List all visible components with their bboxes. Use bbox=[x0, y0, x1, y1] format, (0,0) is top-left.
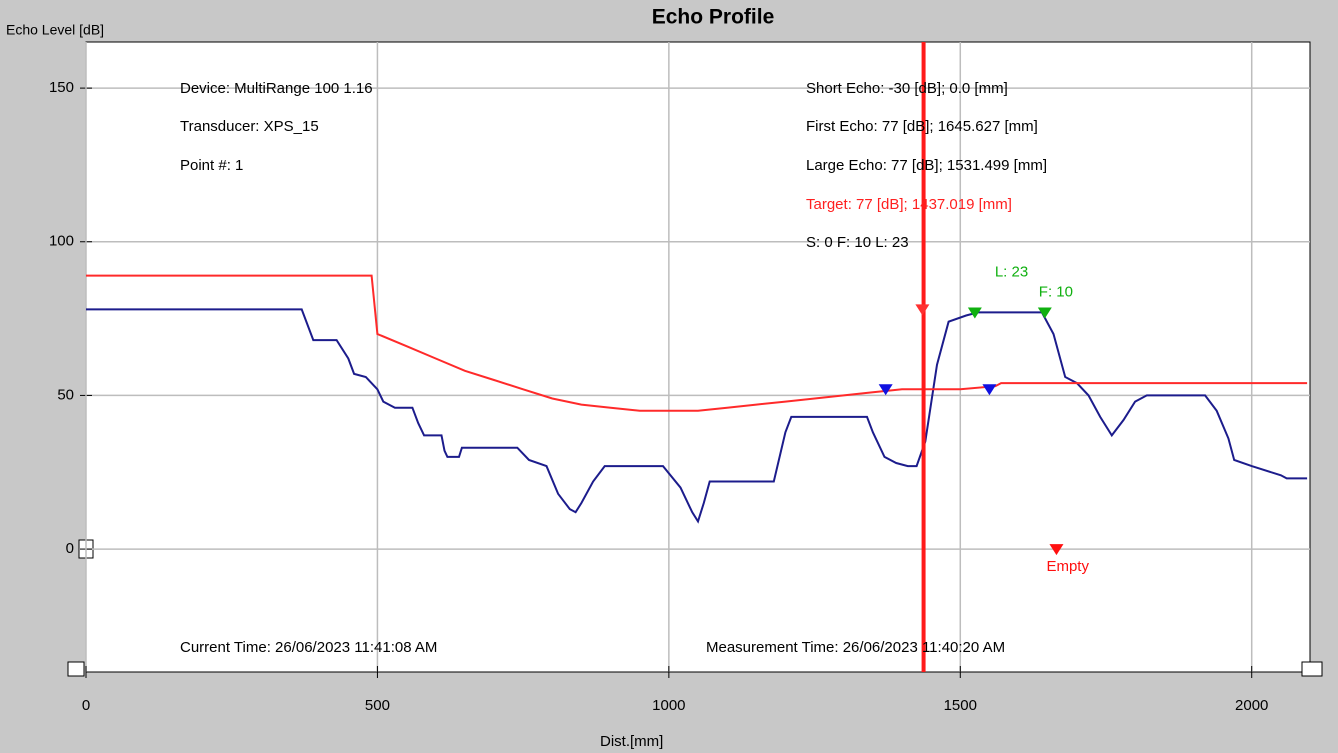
echo-line bbox=[86, 274, 1308, 412]
x-axis-label: Dist.[mm] bbox=[600, 733, 663, 750]
marker-label: Empty bbox=[1046, 558, 1089, 575]
x-tick-label: 1000 bbox=[652, 697, 685, 714]
y-tick-label: 150 bbox=[49, 79, 74, 96]
x-tick-label: 500 bbox=[365, 697, 390, 714]
marker bbox=[1037, 307, 1052, 319]
plot-area bbox=[85, 41, 1311, 673]
x-tick-label: 2000 bbox=[1235, 697, 1268, 714]
marker bbox=[1049, 544, 1064, 556]
y-tick-label: 0 bbox=[66, 540, 74, 557]
y-tick-label: 50 bbox=[57, 386, 74, 403]
x-tick-label: 1500 bbox=[944, 697, 977, 714]
info-text: Large Echo: 77 [dB]; 1531.499 [mm] bbox=[806, 157, 1047, 174]
info-text: Short Echo: -30 [dB]; 0.0 [mm] bbox=[806, 80, 1008, 97]
marker bbox=[967, 307, 982, 319]
marker bbox=[915, 304, 930, 316]
chart-title: Echo Profile bbox=[652, 6, 775, 29]
info-text: Target: 77 [dB]; 1437.019 [mm] bbox=[806, 196, 1012, 213]
echo-line bbox=[86, 308, 1308, 524]
info-text: S: 0 F: 10 L: 23 bbox=[806, 234, 909, 251]
marker-label: F: 10 bbox=[1039, 283, 1073, 300]
info-text: Point #: 1 bbox=[180, 157, 243, 174]
info-text: Current Time: 26/06/2023 11:41:08 AM bbox=[180, 639, 437, 656]
axis-handle[interactable] bbox=[1301, 661, 1323, 677]
axis-handle[interactable] bbox=[67, 661, 85, 677]
y-axis-label: Echo Level [dB] bbox=[6, 22, 104, 38]
x-tick-label: 0 bbox=[82, 697, 90, 714]
info-text: First Echo: 77 [dB]; 1645.627 [mm] bbox=[806, 118, 1038, 135]
info-text: Device: MultiRange 100 1.16 bbox=[180, 80, 373, 97]
marker-label: L: 23 bbox=[995, 263, 1028, 280]
info-text: Transducer: XPS_15 bbox=[180, 118, 319, 135]
y-tick-label: 100 bbox=[49, 233, 74, 250]
info-text: Measurement Time: 26/06/2023 11:40:20 AM bbox=[706, 639, 1005, 656]
marker bbox=[878, 384, 893, 396]
marker bbox=[982, 384, 997, 396]
